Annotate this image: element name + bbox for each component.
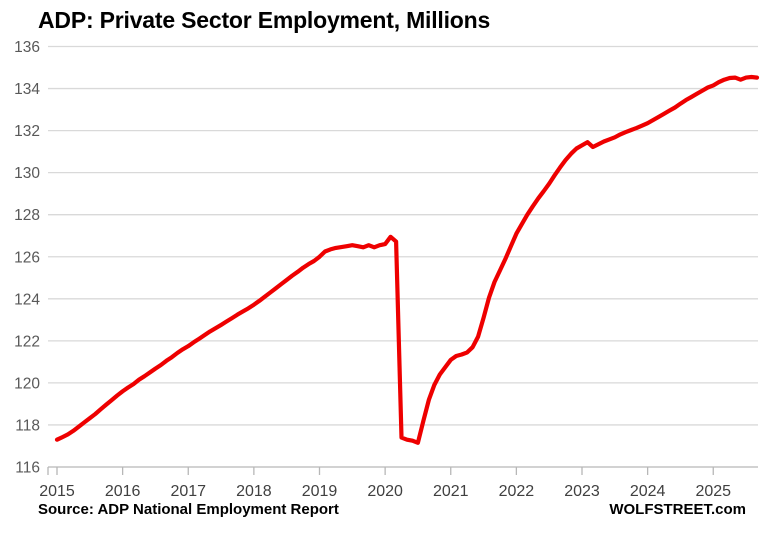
brand-watermark: WOLFSTREET.com [609, 501, 746, 518]
y-tick-label: 130 [14, 165, 40, 182]
employment-line [54, 74, 760, 445]
source-note: Source: ADP National Employment Report [38, 501, 339, 518]
y-tick-label: 132 [14, 123, 40, 140]
x-tick-label: 2021 [433, 483, 469, 500]
x-tick-label: 2020 [367, 483, 403, 500]
y-tick-label: 116 [15, 460, 40, 477]
x-tick-label: 2018 [236, 483, 272, 500]
y-tick-label: 128 [14, 207, 40, 224]
x-tick-label: 2019 [302, 483, 338, 500]
y-tick-label: 126 [14, 249, 40, 266]
y-tick-label: 118 [15, 417, 40, 434]
x-tick-label: 2022 [499, 483, 535, 500]
x-tick-label: 2024 [630, 483, 666, 500]
chart-title: ADP: Private Sector Employment, Millions [38, 7, 491, 33]
y-tick-label: 124 [14, 291, 40, 308]
y-tick-label: 122 [14, 333, 40, 350]
y-tick-label: 136 [14, 39, 40, 56]
x-tick-label: 2015 [39, 483, 75, 500]
x-tick-label: 2017 [170, 483, 206, 500]
y-tick-label: 120 [14, 375, 40, 392]
y-tick-label: 134 [14, 81, 40, 98]
x-tick-label: 2023 [564, 483, 600, 500]
x-tick-label: 2025 [695, 483, 731, 500]
x-tick-label: 2016 [105, 483, 141, 500]
